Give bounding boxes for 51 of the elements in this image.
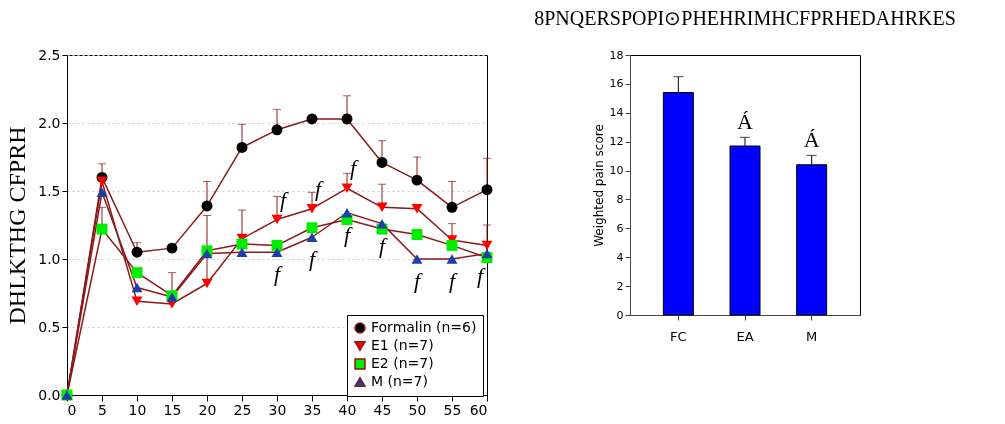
annotation: f (314, 175, 324, 201)
annotation: f (343, 221, 353, 247)
y-axis-title: Weighted pain score (591, 124, 606, 247)
y-tick-label: 1.0 (38, 250, 61, 267)
y-tick-label: 18 (609, 48, 624, 62)
legend-label: E2 (n=7) (371, 355, 434, 371)
x-tick-label: 35 (303, 401, 322, 418)
x-tick-label: 60 (469, 401, 488, 418)
x-tick-label: 5 (98, 401, 107, 418)
y-tick-label: 14 (609, 106, 624, 120)
x-tick-label: 40 (338, 401, 357, 418)
x-tick-label: 50 (408, 401, 427, 418)
annotation: f (378, 232, 388, 258)
y-tick-label: 8 (616, 192, 624, 206)
y-tick-label: 6 (616, 221, 624, 235)
y-tick-label: 2.5 (38, 46, 61, 63)
x-tick-label: 55 (443, 401, 462, 418)
annotation: f (349, 155, 359, 181)
annotation: f (279, 186, 289, 212)
x-tick-label: 25 (233, 401, 252, 418)
x-tick-label: 30 (268, 401, 287, 418)
y-tick-label: 0.5 (38, 318, 61, 335)
x-tick-label: M (806, 328, 818, 344)
chart-title: 8PNQERSPOPI⊙PHEHRIMHCFPRHEDAHRKES (534, 7, 956, 29)
y-tick-label: 2 (616, 279, 624, 293)
annotation: Á (803, 127, 820, 153)
y-tick-label: 10 (609, 164, 624, 178)
x-tick-label: 15 (163, 401, 182, 418)
x-tick-label: FC (670, 328, 687, 344)
annotation: f (448, 268, 458, 293)
y-tick-label: 16 (609, 77, 624, 91)
legend-label: M (n=7) (371, 373, 428, 389)
x-tick-label: 20 (198, 401, 217, 418)
legend-label: Formalin (n=6) (371, 319, 477, 335)
x-tick-label: 0 (67, 401, 77, 418)
x-tick-label: EA (736, 328, 754, 344)
y-tick-label: 0.0 (38, 386, 61, 403)
y-tick-label: 1.5 (38, 182, 61, 199)
annotation: f (273, 261, 283, 287)
annotation: f (476, 262, 486, 288)
y-tick-label: 4 (616, 250, 624, 264)
y-tick-label: 0 (616, 308, 624, 322)
y-tick-label: 12 (609, 135, 624, 149)
x-tick-label: 10 (128, 401, 147, 418)
annotation: f (413, 268, 423, 293)
y-axis-title: DHLKTHG CFPRH (4, 126, 31, 325)
y-tick-label: 2.0 (38, 114, 61, 131)
x-tick-label: 45 (373, 401, 392, 418)
annotation: f (308, 246, 318, 272)
annotation: Á (737, 109, 754, 135)
legend-label: E1 (n=7) (371, 337, 434, 353)
